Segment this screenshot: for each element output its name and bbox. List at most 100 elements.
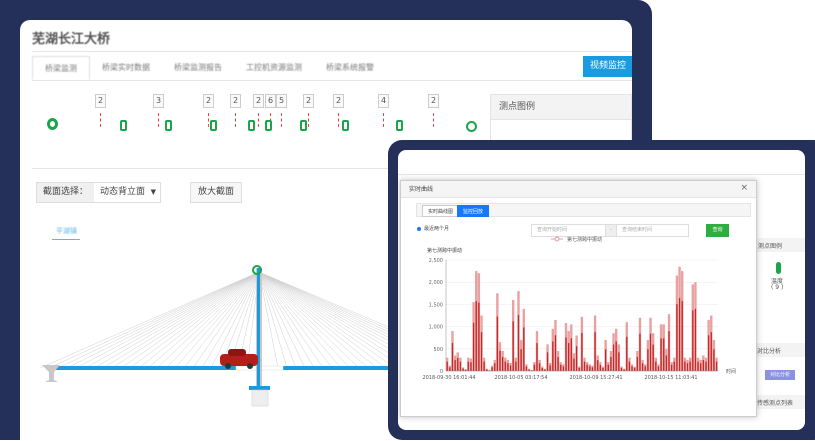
bar (520, 349, 522, 371)
bar (636, 357, 638, 371)
bar (599, 364, 602, 371)
bar (591, 367, 594, 371)
sensor-icon[interactable] (342, 120, 349, 131)
bar (670, 364, 673, 371)
x-tick-label: 2018-10-09 15:27:41 (569, 375, 622, 381)
bar (494, 363, 496, 371)
bar (475, 301, 477, 371)
bar (628, 361, 631, 371)
sensor-icon-stop[interactable] (466, 121, 477, 132)
bar (480, 332, 483, 371)
sensor-icon[interactable] (210, 120, 217, 131)
bar (533, 364, 535, 371)
bar (515, 361, 517, 371)
bar (525, 366, 528, 371)
sensor-count-badge: 2 (203, 94, 214, 108)
tab-ipc-resources[interactable]: 工控机资源监测 (246, 63, 302, 72)
bar (565, 337, 567, 371)
bar (663, 338, 665, 371)
bar (673, 361, 675, 371)
tab-bridge-monitor[interactable]: 桥梁监测 (32, 56, 90, 80)
video-monitor-button[interactable]: 视频监控 (583, 56, 632, 77)
bar (612, 344, 615, 371)
bar (454, 360, 456, 371)
tab-realtime-chart[interactable]: 实时曲线图 (422, 205, 460, 217)
sensor-position-marker (258, 113, 259, 127)
sensor-position-marker (208, 113, 209, 127)
tab-system-alarm[interactable]: 桥梁系统报警 (326, 63, 374, 72)
sensor-icon[interactable] (120, 120, 127, 131)
cable (129, 271, 260, 369)
bar (472, 322, 475, 371)
bar (570, 338, 572, 371)
bar (446, 361, 448, 371)
car-roof (228, 349, 246, 356)
cable (258, 271, 351, 369)
bar (589, 366, 591, 371)
bar (523, 327, 525, 371)
section-dropdown[interactable]: 动态背立面 ▼ (94, 183, 160, 202)
bar (465, 369, 467, 371)
radio-recent-two-months[interactable]: 最近两个月 (417, 225, 449, 232)
sensor-icon[interactable] (396, 120, 403, 131)
bar (689, 361, 691, 371)
bar (607, 364, 609, 371)
cable (57, 271, 260, 369)
sensor-count-badge: 2 (333, 94, 344, 108)
bar (568, 343, 570, 371)
realtime-curve-modal: 实时曲线 × 实时曲线图 监控回放 最近两个月 查询开始时间 - 查询结束时间 … (400, 180, 757, 417)
list-header: 传感测点列表 (757, 400, 794, 407)
sensor-icon[interactable] (265, 120, 272, 131)
compare-header: 对比分析 (757, 348, 782, 355)
sensor-icon[interactable] (248, 120, 255, 131)
thermometer-icon (776, 262, 781, 274)
tab-playback[interactable]: 监控回放 (457, 205, 490, 217)
bridge-deck (56, 366, 236, 370)
end-time-input[interactable]: 查询结束时间 (616, 224, 689, 237)
bar (597, 360, 599, 371)
section-value: 动态背立面 (100, 187, 146, 197)
chevron-down-icon: ▼ (150, 188, 157, 196)
cable (192, 271, 260, 369)
compare-button[interactable]: 对比分析 (765, 370, 795, 380)
y-tick-label: 500 (433, 347, 443, 353)
tab-monitor-report[interactable]: 桥梁监测报告 (174, 63, 222, 72)
car-icon (220, 354, 258, 366)
sensor-count-badge: 4 (378, 94, 389, 108)
sensor-icon[interactable] (165, 120, 172, 131)
cable (258, 271, 396, 369)
cable (165, 271, 260, 369)
bar (586, 364, 588, 371)
bar (457, 357, 459, 371)
cable (201, 271, 260, 369)
zoom-section-button[interactable]: 放大截面 (190, 182, 243, 203)
cable (210, 271, 260, 369)
bar (610, 357, 612, 371)
divider (32, 168, 402, 169)
section-select[interactable]: 截面选择： 动态背立面 ▼ (36, 182, 162, 203)
divider (398, 174, 805, 175)
abutment (42, 365, 60, 382)
bar (665, 355, 668, 371)
bar (594, 332, 596, 371)
sensor-icon[interactable] (300, 120, 307, 131)
bar (623, 369, 625, 371)
bar (639, 333, 641, 371)
bar (528, 369, 530, 371)
sensor-icon-anchor[interactable] (47, 118, 58, 130)
sensor-count-badge: 2 (428, 94, 439, 108)
query-button[interactable]: 查询 (706, 224, 729, 237)
cable (120, 271, 260, 369)
bar (694, 308, 697, 371)
sensor-count-badge: 6 (265, 94, 276, 108)
bar (626, 336, 628, 371)
car-wheel (225, 363, 231, 369)
temp-label: 温度 (771, 278, 784, 285)
close-icon[interactable]: × (740, 183, 748, 193)
cable (258, 271, 324, 369)
bar (620, 367, 623, 371)
tab-realtime-data[interactable]: 桥梁实时数据 (102, 63, 150, 72)
sensor-position-marker (158, 113, 159, 127)
cable (174, 271, 260, 369)
bar (602, 367, 604, 371)
